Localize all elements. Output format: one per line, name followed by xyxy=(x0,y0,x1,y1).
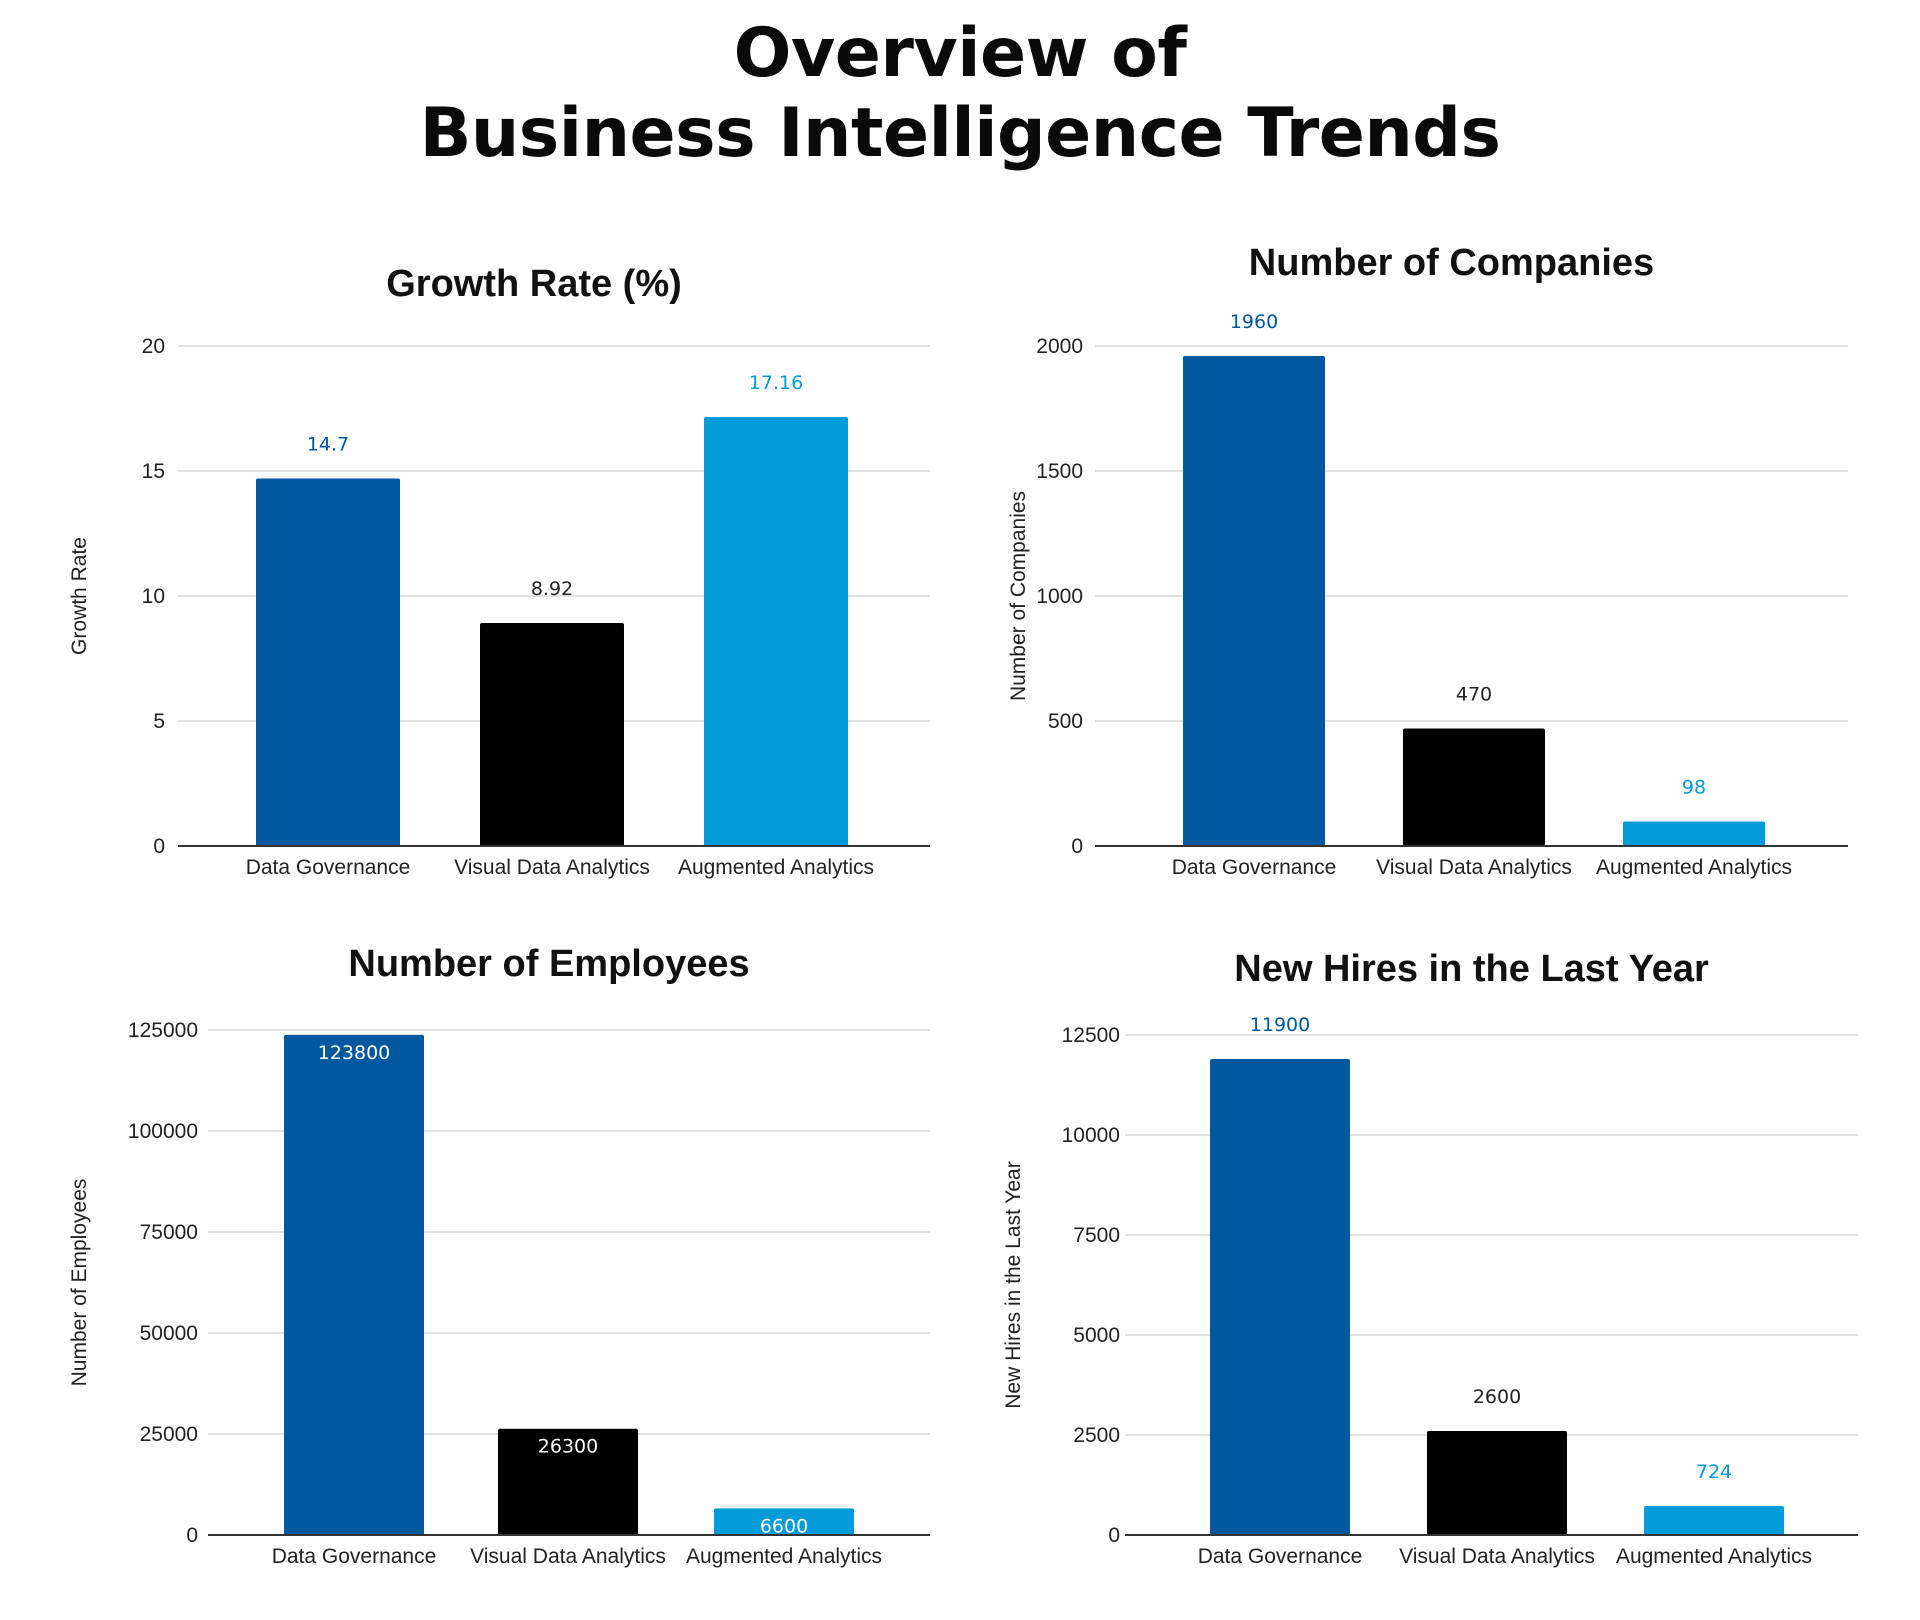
y-tick-label: 100000 xyxy=(128,1120,198,1143)
y-tick-label: 1500 xyxy=(1036,460,1083,483)
y-axis-title: New Hires in the Last Year xyxy=(1002,1161,1025,1408)
y-tick-label: 0 xyxy=(153,835,165,858)
number-of-employees-chart: Number of Employees 0 25000 50000 75000 10000… xyxy=(68,943,930,1568)
page-title: Overview of Business Intelligence Trends xyxy=(0,14,1920,174)
bar-data-governance xyxy=(256,478,400,846)
bar-augmented-analytics xyxy=(1623,821,1765,846)
page-title-line-1: Overview of xyxy=(733,14,1187,93)
data-label-data-governance: 11900 xyxy=(1250,1014,1310,1036)
bar-augmented-analytics xyxy=(1644,1506,1784,1535)
x-category-label: Data Governance xyxy=(272,1545,437,1568)
y-tick-label: 10 xyxy=(142,585,165,608)
bar-data-governance xyxy=(284,1034,424,1535)
y-tick-label: 2500 xyxy=(1073,1424,1120,1447)
data-label-augmented-analytics: 17.16 xyxy=(749,372,803,394)
y-tick-label: 5000 xyxy=(1073,1324,1120,1347)
x-category-label: Augmented Analytics xyxy=(686,1545,882,1568)
data-label-augmented-analytics: 6600 xyxy=(760,1515,808,1537)
x-category-label: Augmented Analytics xyxy=(1616,1545,1812,1568)
y-tick-label: 50000 xyxy=(140,1322,198,1345)
x-category-label: Visual Data Analytics xyxy=(1376,856,1572,879)
bar-data-governance xyxy=(1210,1059,1350,1535)
x-category-label: Data Governance xyxy=(1172,856,1337,879)
x-category-label: Visual Data Analytics xyxy=(454,856,650,879)
bar-augmented-analytics xyxy=(714,1508,854,1535)
y-tick-label: 1000 xyxy=(1036,585,1083,608)
chart-title: Growth Rate (%) xyxy=(386,263,682,305)
data-label-augmented-analytics: 724 xyxy=(1696,1461,1732,1483)
y-tick-label: 25000 xyxy=(140,1423,198,1446)
x-category-label: Augmented Analytics xyxy=(1596,856,1792,879)
chart-title: New Hires in the Last Year xyxy=(1234,948,1709,990)
bar-visual-data-analytics xyxy=(480,623,624,846)
y-tick-label: 2000 xyxy=(1036,335,1083,358)
bar-visual-data-analytics xyxy=(498,1428,638,1535)
y-tick-label: 5 xyxy=(153,710,165,733)
bar-augmented-analytics xyxy=(704,417,848,846)
x-category-label: Visual Data Analytics xyxy=(470,1545,666,1568)
y-tick-label: 125000 xyxy=(128,1019,198,1042)
y-tick-label: 10000 xyxy=(1062,1124,1120,1147)
x-category-label: Augmented Analytics xyxy=(678,856,874,879)
y-axis-title: Number of Employees xyxy=(68,1179,91,1387)
data-label-visual-data-analytics: 8.92 xyxy=(531,578,573,600)
number-of-companies-chart: Number of Companies 0 500 1000 1500 2000 Numbe… xyxy=(1007,242,1848,879)
page-title-line-2: Business Intelligence Trends xyxy=(419,94,1501,173)
bar-visual-data-analytics xyxy=(1427,1431,1567,1535)
y-tick-label: 12500 xyxy=(1062,1024,1120,1047)
chart-title: Number of Employees xyxy=(348,943,749,985)
y-axis-title: Number of Companies xyxy=(1007,491,1030,701)
bar-visual-data-analytics xyxy=(1403,728,1545,846)
y-tick-label: 500 xyxy=(1048,710,1083,733)
y-axis-title: Growth Rate xyxy=(68,537,91,655)
y-tick-label: 15 xyxy=(142,460,165,483)
data-label-visual-data-analytics: 2600 xyxy=(1473,1386,1521,1408)
data-label-visual-data-analytics: 26300 xyxy=(538,1436,598,1458)
growth-rate-chart: Growth Rate (%) 0 5 10 15 20 Growth Rate 14.7 Da… xyxy=(68,263,930,879)
y-tick-label: 0 xyxy=(1108,1524,1120,1547)
x-category-label: Data Governance xyxy=(246,856,411,879)
y-tick-label: 0 xyxy=(1071,835,1083,858)
new-hires-chart: New Hires in the Last Year 0 2500 5000 7500 1… xyxy=(1002,948,1858,1568)
data-label-augmented-analytics: 98 xyxy=(1682,777,1706,799)
data-label-data-governance: 1960 xyxy=(1230,311,1278,333)
bar-data-governance xyxy=(1183,356,1325,846)
data-label-visual-data-analytics: 470 xyxy=(1456,684,1492,706)
data-label-data-governance: 123800 xyxy=(318,1042,391,1064)
x-category-label: Visual Data Analytics xyxy=(1399,1545,1595,1568)
y-tick-label: 0 xyxy=(186,1524,198,1547)
y-tick-label: 20 xyxy=(142,335,165,358)
y-tick-label: 75000 xyxy=(140,1221,198,1244)
chart-title: Number of Companies xyxy=(1249,242,1654,284)
x-category-label: Data Governance xyxy=(1198,1545,1363,1568)
y-tick-label: 7500 xyxy=(1073,1224,1120,1247)
data-label-data-governance: 14.7 xyxy=(307,434,349,456)
